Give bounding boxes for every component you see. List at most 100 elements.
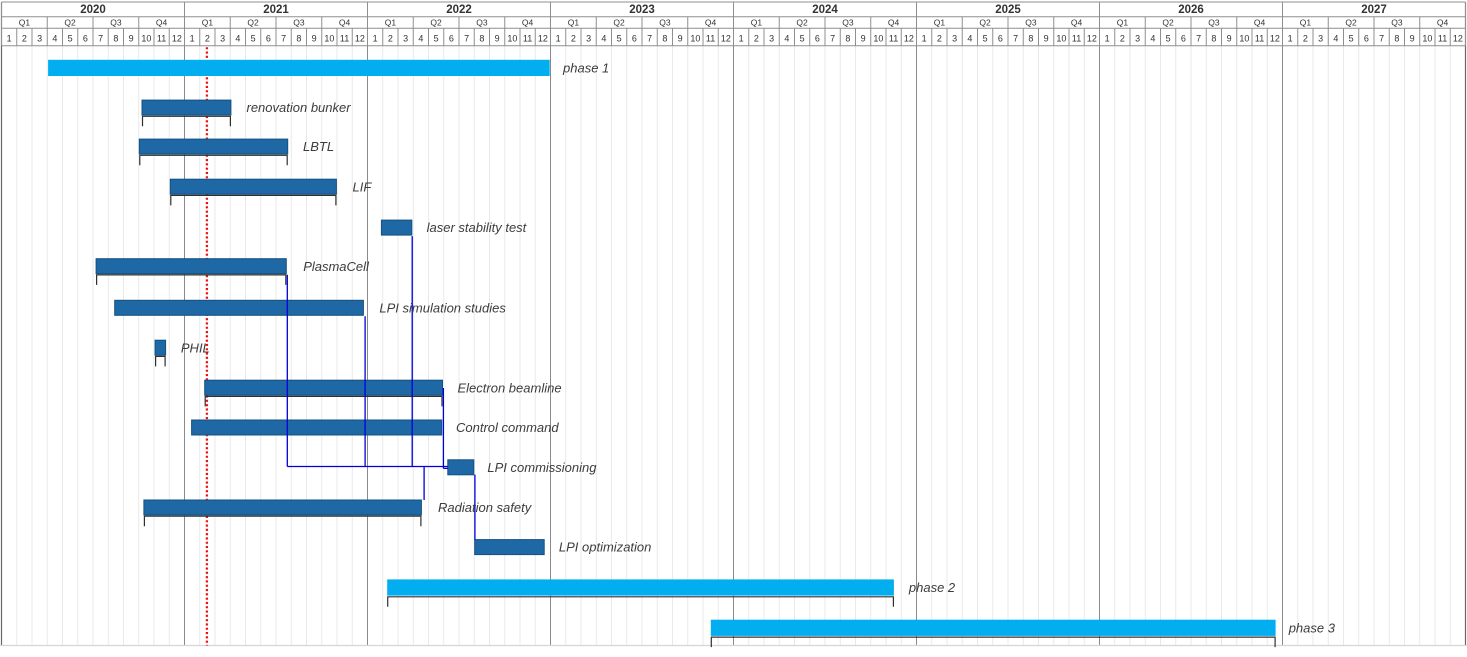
svg-text:Q3: Q3 xyxy=(842,18,854,28)
svg-text:3: 3 xyxy=(1135,33,1140,43)
svg-text:9: 9 xyxy=(1410,33,1415,43)
svg-text:5: 5 xyxy=(800,33,805,43)
svg-text:phase 2: phase 2 xyxy=(908,580,956,595)
svg-text:Q4: Q4 xyxy=(1254,18,1266,28)
svg-text:2026: 2026 xyxy=(1178,4,1204,16)
svg-text:11: 11 xyxy=(706,33,715,43)
svg-text:12: 12 xyxy=(355,33,365,43)
svg-text:9: 9 xyxy=(1044,33,1049,43)
svg-text:2: 2 xyxy=(754,33,759,43)
svg-text:2: 2 xyxy=(205,33,210,43)
svg-text:Q3: Q3 xyxy=(659,18,671,28)
svg-text:5: 5 xyxy=(68,33,73,43)
svg-text:8: 8 xyxy=(845,33,850,43)
svg-text:8: 8 xyxy=(296,33,301,43)
svg-text:Q2: Q2 xyxy=(613,18,625,28)
svg-text:3: 3 xyxy=(586,33,591,43)
svg-text:5: 5 xyxy=(1349,33,1354,43)
svg-text:1: 1 xyxy=(190,33,195,43)
svg-text:11: 11 xyxy=(1438,33,1447,43)
svg-text:2022: 2022 xyxy=(446,4,472,16)
svg-text:Q3: Q3 xyxy=(1208,18,1220,28)
svg-text:12: 12 xyxy=(538,33,548,43)
svg-text:laser stability test: laser stability test xyxy=(427,220,528,235)
svg-text:1: 1 xyxy=(1288,33,1293,43)
svg-text:Q2: Q2 xyxy=(1345,18,1357,28)
svg-text:9: 9 xyxy=(861,33,866,43)
svg-text:Q1: Q1 xyxy=(19,18,31,28)
svg-text:Q1: Q1 xyxy=(385,18,397,28)
svg-text:2023: 2023 xyxy=(629,4,655,16)
svg-text:Q3: Q3 xyxy=(1025,18,1037,28)
svg-text:Q4: Q4 xyxy=(1071,18,1083,28)
svg-text:LBTL: LBTL xyxy=(303,139,334,154)
svg-text:4: 4 xyxy=(967,33,972,43)
svg-text:Q2: Q2 xyxy=(796,18,808,28)
svg-text:2: 2 xyxy=(571,33,576,43)
svg-text:LPI commissioning: LPI commissioning xyxy=(487,460,597,475)
svg-text:8: 8 xyxy=(662,33,667,43)
svg-text:2: 2 xyxy=(22,33,27,43)
svg-text:8: 8 xyxy=(479,33,484,43)
svg-text:6: 6 xyxy=(83,33,88,43)
svg-text:12: 12 xyxy=(721,33,731,43)
svg-text:Q1: Q1 xyxy=(568,18,580,28)
svg-text:12: 12 xyxy=(172,33,182,43)
svg-text:2: 2 xyxy=(937,33,942,43)
svg-text:Q3: Q3 xyxy=(293,18,305,28)
svg-text:7: 7 xyxy=(464,33,469,43)
svg-text:7: 7 xyxy=(281,33,286,43)
svg-text:10: 10 xyxy=(873,33,883,43)
svg-text:8: 8 xyxy=(113,33,118,43)
svg-text:8: 8 xyxy=(1394,33,1399,43)
svg-text:LIF: LIF xyxy=(353,179,373,194)
svg-text:Q2: Q2 xyxy=(64,18,76,28)
svg-text:Q1: Q1 xyxy=(1300,18,1312,28)
svg-text:3: 3 xyxy=(220,33,225,43)
svg-text:3: 3 xyxy=(769,33,774,43)
svg-text:5: 5 xyxy=(434,33,439,43)
svg-text:Q4: Q4 xyxy=(156,18,168,28)
svg-text:11: 11 xyxy=(340,33,349,43)
svg-text:12: 12 xyxy=(1087,33,1097,43)
svg-text:11: 11 xyxy=(523,33,532,43)
svg-text:10: 10 xyxy=(141,33,151,43)
svg-text:6: 6 xyxy=(815,33,820,43)
svg-text:9: 9 xyxy=(678,33,683,43)
svg-text:10: 10 xyxy=(690,33,700,43)
svg-text:3: 3 xyxy=(403,33,408,43)
svg-text:Q2: Q2 xyxy=(1162,18,1174,28)
svg-text:6: 6 xyxy=(1364,33,1369,43)
svg-text:Q2: Q2 xyxy=(979,18,991,28)
svg-text:9: 9 xyxy=(129,33,134,43)
svg-text:9: 9 xyxy=(495,33,500,43)
svg-text:5: 5 xyxy=(983,33,988,43)
svg-text:6: 6 xyxy=(632,33,637,43)
svg-text:2025: 2025 xyxy=(995,4,1021,16)
svg-text:2020: 2020 xyxy=(80,4,106,16)
svg-text:3: 3 xyxy=(37,33,42,43)
svg-text:12: 12 xyxy=(904,33,914,43)
svg-text:11: 11 xyxy=(157,33,166,43)
svg-text:PHIL: PHIL xyxy=(181,340,210,355)
svg-text:8: 8 xyxy=(1211,33,1216,43)
svg-text:Control command: Control command xyxy=(456,420,559,435)
svg-text:10: 10 xyxy=(507,33,517,43)
svg-text:6: 6 xyxy=(266,33,271,43)
svg-text:4: 4 xyxy=(1150,33,1155,43)
svg-text:8: 8 xyxy=(1028,33,1033,43)
svg-text:6: 6 xyxy=(449,33,454,43)
svg-text:12: 12 xyxy=(1453,33,1463,43)
svg-text:LPI simulation studies: LPI simulation studies xyxy=(379,300,506,315)
svg-text:1: 1 xyxy=(556,33,561,43)
svg-text:10: 10 xyxy=(1056,33,1066,43)
svg-text:Q1: Q1 xyxy=(1117,18,1129,28)
svg-text:Q3: Q3 xyxy=(110,18,122,28)
svg-text:11: 11 xyxy=(1072,33,1081,43)
svg-text:Q4: Q4 xyxy=(705,18,717,28)
svg-text:4: 4 xyxy=(52,33,57,43)
svg-text:9: 9 xyxy=(312,33,317,43)
svg-text:Radiation safety: Radiation safety xyxy=(438,500,533,515)
svg-text:LPI optimization: LPI optimization xyxy=(559,540,652,555)
svg-text:2021: 2021 xyxy=(263,4,289,16)
